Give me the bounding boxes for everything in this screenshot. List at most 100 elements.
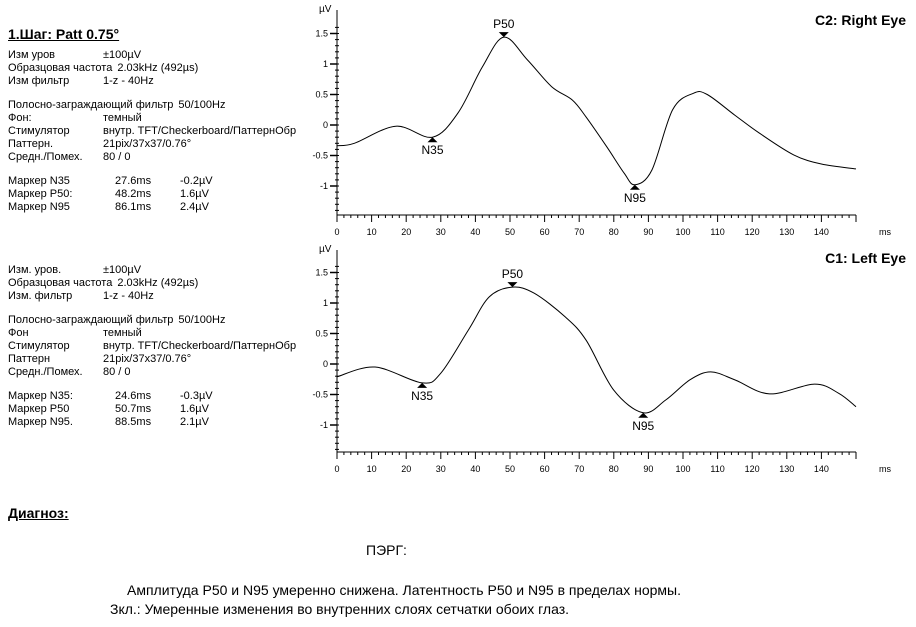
x-tick-label: 60 — [540, 227, 550, 236]
param-value: внутр. TFT/Checkerboard/ПаттернОбр — [103, 340, 297, 352]
x-tick-label: 0 — [334, 464, 339, 474]
marker-latency: 86.1ms — [115, 201, 152, 213]
param-value: темный — [103, 112, 142, 124]
param-row: Стимулятор внутр. TFT/Checkerboard/Паттер… — [8, 340, 306, 353]
marker-n95-triangle — [629, 184, 640, 190]
marker-row: Маркер N95 86.1ms 2.4µV — [8, 201, 306, 214]
y-tick-label: 1 — [323, 298, 328, 308]
x-tick-label: 70 — [574, 464, 584, 474]
waveform-line — [336, 36, 857, 186]
param-label: Изм уров — [8, 49, 56, 61]
param-value: темный — [103, 327, 142, 339]
param-label: Изм. уров. — [8, 264, 62, 276]
marker-row: Маркер P50: 48.2ms 1.6µV — [8, 188, 306, 201]
y-tick-label: 1.5 — [315, 268, 328, 278]
marker-n35-label: N35 — [421, 143, 443, 157]
param-label: Стимулятор — [8, 340, 70, 352]
chart-left-eye: 1.5 1 0.5 0 -0.5 -1 µV 0 10 20 30 40 50 60 70 80 90 100 11… — [312, 244, 891, 474]
marker-amplitude: 2.1µV — [180, 416, 209, 428]
marker-label: Маркер N95 — [8, 201, 70, 213]
x-tick-label: 110 — [710, 464, 724, 474]
param-row: Изм уров ±100µV — [8, 49, 306, 62]
diagnosis-method: ПЭРГ: — [366, 542, 407, 558]
info-block-left-eye: Изм. уров. ±100µV Образцовая частота 2.03kH… — [8, 264, 306, 429]
param-row: Фон темный — [8, 327, 306, 340]
marker-label: Маркер N95. — [8, 416, 73, 428]
x-tick-label: 100 — [675, 464, 690, 474]
x-tick-label: 90 — [643, 464, 653, 474]
param-label: Фон: — [8, 112, 32, 124]
param-value: 1-z - 40Hz — [103, 75, 154, 87]
y-tick-label: -0.5 — [312, 151, 328, 161]
marker-n35-label: N35 — [411, 389, 433, 403]
marker-label: Маркер P50 — [8, 403, 70, 415]
x-tick-label: 90 — [643, 227, 653, 236]
marker-amplitude: 1.6µV — [180, 188, 209, 200]
param-row: Изм. фильтр 1-z - 40Hz — [8, 290, 306, 303]
param-label: Фон — [8, 327, 29, 339]
diagnosis-conclusion: Зкл.: Умеренные изменения во внутренних … — [110, 601, 570, 617]
chart-title-right-eye: C2: Right Eye — [814, 12, 906, 28]
param-value: 2.03kHz (492µs) — [117, 277, 199, 289]
marker-latency: 24.6ms — [115, 390, 152, 402]
x-tick-label: 10 — [367, 464, 377, 474]
x-tick-label: 60 — [540, 464, 550, 474]
marker-amplitude: -0.2µV — [180, 175, 213, 187]
marker-n95-label: N95 — [632, 419, 654, 433]
param-label: Образцовая частота — [8, 277, 113, 289]
param-label: Полосно-заграждающий фильтр — [8, 314, 174, 326]
y-tick-label: 0.5 — [315, 329, 328, 339]
param-value: 21pix/37x37/0.76° — [103, 138, 192, 150]
param-label: Изм. фильтр — [8, 290, 73, 302]
marker-row: Маркер P50 50.7ms 1.6µV — [8, 403, 306, 416]
step-title: 1.Шаг: Patt 0.75° — [8, 26, 120, 42]
marker-row: Маркер N95. 88.5ms 2.1µV — [8, 416, 306, 429]
marker-p50-triangle — [498, 32, 509, 38]
param-row: Фон: темный — [8, 112, 306, 125]
marker-p50-triangle — [507, 282, 518, 288]
marker-n95-triangle — [638, 412, 649, 418]
y-axis-label: µV — [319, 4, 332, 15]
param-row: Средн./Помех. 80 / 0 — [8, 366, 306, 379]
param-row: Полосно-заграждающий фильтр 50/100Hz — [8, 99, 306, 112]
x-tick-label: 100 — [675, 227, 690, 236]
x-tick-label: 70 — [574, 227, 584, 236]
param-label: Образцовая частота — [8, 62, 113, 74]
x-tick-label: 50 — [505, 227, 515, 236]
marker-amplitude: -0.3µV — [180, 390, 213, 402]
x-tick-label: 10 — [367, 227, 377, 236]
param-row: Образцовая частота 2.03kHz (492µs) — [8, 62, 306, 75]
param-row: Полосно-заграждающий фильтр 50/100Hz — [8, 314, 306, 327]
chart-right-eye: 1.5 1 0.5 0 -0.5 -1 µV 0 10 20 30 40 50 60 70 80 90 100 11… — [312, 4, 891, 236]
y-tick-label: 0 — [323, 120, 328, 130]
info-block-right-eye: Изм уров ±100µV Образцовая частота 2.03kHz … — [8, 49, 306, 214]
param-value: ±100µV — [103, 264, 142, 276]
x-tick-label: 20 — [401, 227, 411, 236]
marker-latency: 50.7ms — [115, 403, 152, 415]
marker-p50-label: P50 — [502, 267, 524, 281]
param-value: 80 / 0 — [103, 366, 131, 378]
marker-label: Маркер N35 — [8, 175, 70, 187]
param-label: Паттерн. — [8, 138, 54, 150]
x-tick-label: 140 — [814, 227, 829, 236]
param-row: Изм. уров. ±100µV — [8, 264, 306, 277]
x-tick-label: 20 — [401, 464, 411, 474]
y-tick-label: 1 — [323, 59, 328, 69]
param-row: Образцовая частота 2.03kHz (492µs) — [8, 277, 306, 290]
y-tick-label: -0.5 — [312, 390, 328, 400]
param-value: внутр. TFT/Checkerboard/ПаттернОбр — [103, 125, 297, 137]
param-row: Паттерн. 21pix/37x37/0.76° — [8, 138, 306, 151]
param-row: Стимулятор внутр. TFT/Checkerboard/Паттер… — [8, 125, 306, 138]
marker-label: Маркер P50: — [8, 188, 73, 200]
y-tick-label: -1 — [320, 420, 328, 430]
param-value: 21pix/37x37/0.76° — [103, 353, 192, 365]
marker-row: Маркер N35 27.6ms -0.2µV — [8, 175, 306, 188]
x-tick-label: 30 — [436, 227, 446, 236]
chart-title-left-eye: C1: Left Eye — [825, 250, 906, 266]
x-tick-label: 80 — [609, 464, 619, 474]
x-axis-label: ms — [879, 227, 891, 236]
marker-row: Маркер N35: 24.6ms -0.3µV — [8, 390, 306, 403]
x-axis-label: ms — [879, 464, 891, 474]
param-value: 2.03kHz (492µs) — [117, 62, 199, 74]
x-tick-label: 130 — [779, 464, 794, 474]
